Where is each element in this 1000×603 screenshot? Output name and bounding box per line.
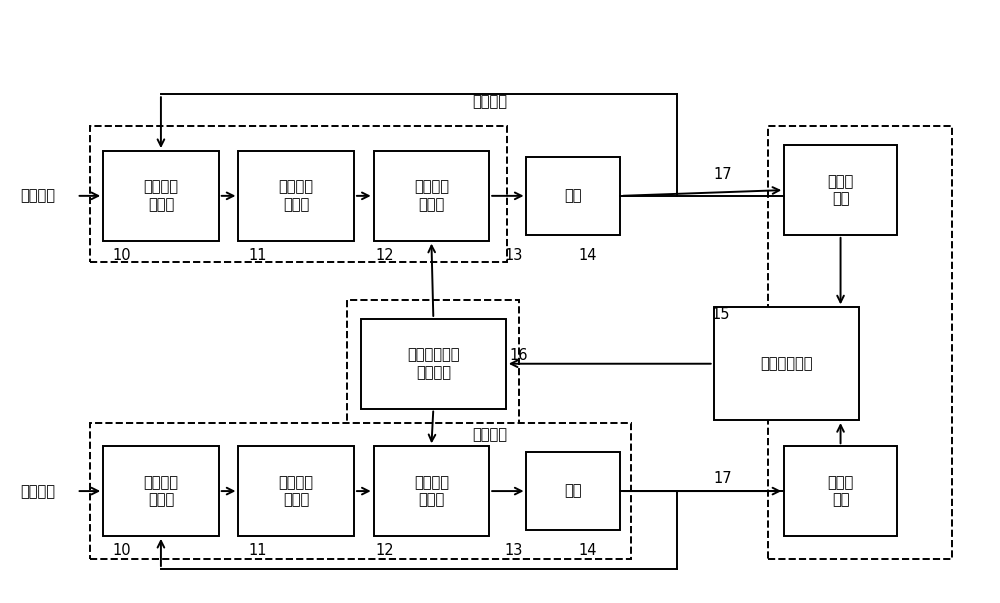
Bar (526, 157, 620, 235)
Bar (768, 126, 952, 559)
Text: 13: 13 (505, 543, 523, 558)
Text: 应力检测单元: 应力检测单元 (760, 356, 812, 371)
Bar (238, 446, 354, 536)
Bar (90, 423, 631, 559)
Text: 位置控制
子单元: 位置控制 子单元 (143, 180, 178, 212)
Bar (361, 319, 506, 409)
Text: 位置指令: 位置指令 (20, 189, 55, 204)
Text: 10: 10 (113, 248, 132, 264)
Text: 15: 15 (712, 308, 730, 322)
Text: 电机: 电机 (564, 484, 582, 499)
Bar (374, 446, 489, 536)
Bar (526, 452, 620, 530)
Bar (90, 126, 507, 262)
Text: 应力传
感器: 应力传 感器 (827, 475, 854, 507)
Bar (103, 446, 219, 536)
Text: 速度控制
子单元: 速度控制 子单元 (279, 180, 314, 212)
Text: 10: 10 (113, 543, 132, 558)
Text: 电流控制
子单元: 电流控制 子单元 (414, 180, 449, 212)
Bar (103, 151, 219, 241)
Text: 17: 17 (714, 167, 732, 182)
Bar (784, 446, 897, 536)
Text: 14: 14 (578, 543, 597, 558)
Bar (347, 300, 519, 430)
Text: 11: 11 (248, 543, 267, 558)
Text: 12: 12 (376, 543, 394, 558)
Bar (784, 145, 897, 235)
Text: 12: 12 (376, 248, 394, 264)
Text: 17: 17 (714, 470, 732, 485)
Text: 应力传
感器: 应力传 感器 (827, 174, 854, 206)
Text: 速度控制
子单元: 速度控制 子单元 (279, 475, 314, 507)
Text: 应力交叉耦合
控制单元: 应力交叉耦合 控制单元 (407, 347, 460, 380)
Bar (238, 151, 354, 241)
Text: 位置反馈: 位置反馈 (473, 427, 508, 442)
Text: 位置控制
子单元: 位置控制 子单元 (143, 475, 178, 507)
Text: 14: 14 (578, 248, 597, 264)
Text: 13: 13 (505, 248, 523, 264)
Text: 11: 11 (248, 248, 267, 264)
Bar (714, 308, 859, 420)
Text: 位置指令: 位置指令 (20, 484, 55, 499)
Text: 电机: 电机 (564, 188, 582, 203)
Text: 位置反馈: 位置反馈 (473, 94, 508, 109)
Bar (374, 151, 489, 241)
Text: 电流控制
子单元: 电流控制 子单元 (414, 475, 449, 507)
Text: 16: 16 (510, 348, 528, 363)
